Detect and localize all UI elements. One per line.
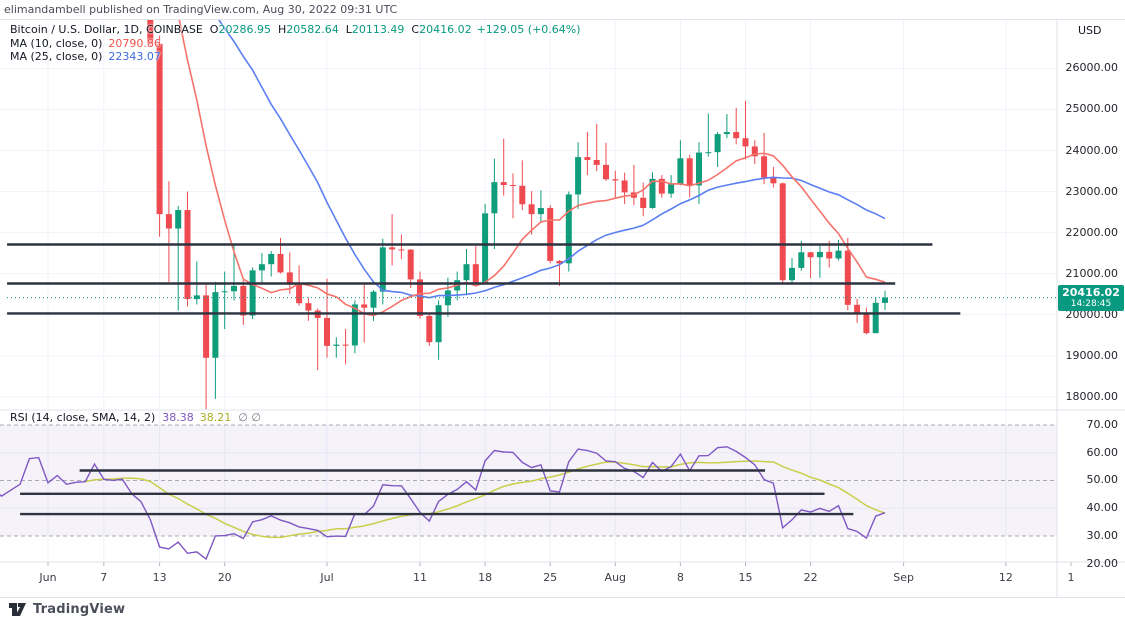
ma25-line[interactable] <box>57 0 886 299</box>
rsi-tick-label: 30.00 <box>1086 528 1119 542</box>
time-tick-label: 25 <box>543 571 558 584</box>
candlestick-series <box>147 20 888 409</box>
open-key: O <box>209 23 219 36</box>
close-key: C <box>411 23 420 36</box>
low-value: 20113.49 <box>351 23 405 36</box>
currency-label: USD <box>1078 24 1102 37</box>
rsi-legend-row[interactable]: RSI (14, close, SMA, 14, 2) 38.38 38.21 ∅ ∅ <box>10 411 261 424</box>
symbol-row[interactable]: Bitcoin / U.S. Dollar, 1D, COINBASE O2028… <box>10 23 581 37</box>
ma10-line[interactable] <box>0 0 886 317</box>
rsi-label: RSI (14, close, SMA, 14, 2) <box>10 411 156 424</box>
low-key: L <box>345 23 352 36</box>
tradingview-attribution[interactable]: TradingView <box>8 601 125 617</box>
price-tick-label: 23000.00 <box>1065 184 1119 198</box>
rsi-empty-values: ∅ ∅ <box>238 411 261 424</box>
close-value: 20416.02 <box>419 23 472 36</box>
time-tick-label: Sep <box>893 571 914 584</box>
tradingview-brand-text: TradingView <box>33 601 126 617</box>
price-tick-label: 18000.00 <box>1065 389 1119 403</box>
ma25-legend-row[interactable]: MA (25, close, 0) 22343.07 <box>10 50 581 64</box>
change-value: +129.05 (+0.64%) <box>476 23 581 36</box>
publish-text: elimandambell published on TradingView.c… <box>4 3 398 16</box>
rsi-tick-label: 70.00 <box>1086 418 1119 431</box>
rsi-tick-label: 50.00 <box>1086 473 1119 487</box>
time-tick-label: 1 <box>1067 571 1075 584</box>
ma10-legend-row[interactable]: MA (10, close, 0) 20790.86 <box>10 37 581 51</box>
price-tick-label: 21000.00 <box>1065 266 1119 280</box>
rsi-tick-label: 40.00 <box>1086 501 1119 515</box>
main-series-legend[interactable]: Bitcoin / U.S. Dollar, 1D, COINBASE O2028… <box>10 23 581 64</box>
time-tick-label: 15 <box>738 571 753 584</box>
current-price-badge: 20416.02 14:28:45 <box>1058 285 1124 311</box>
price-tick-label: 24000.00 <box>1065 143 1119 157</box>
publish-bar: elimandambell published on TradingView.c… <box>0 0 1125 19</box>
high-value: 20582.64 <box>286 23 339 36</box>
symbol-title[interactable]: Bitcoin / U.S. Dollar, 1D, COINBASE <box>10 23 203 36</box>
time-tick-label: 22 <box>803 571 818 584</box>
current-price: 20416.02 <box>1062 286 1120 299</box>
rsi-sma-value: 38.21 <box>199 411 232 424</box>
price-tick-label: 25000.00 <box>1065 102 1119 116</box>
high-key: H <box>277 23 287 36</box>
time-tick-label: 12 <box>998 571 1013 584</box>
price-gridlines <box>0 20 1057 409</box>
ma10-label: MA (10, close, 0) <box>10 36 103 50</box>
time-tick-label: 18 <box>478 571 493 584</box>
time-tick-label: 20 <box>217 571 232 584</box>
rsi-value: 38.38 <box>162 411 194 424</box>
rsi-tick-label: 60.00 <box>1086 445 1119 459</box>
rsi-tick-label: 20.00 <box>1086 556 1119 570</box>
open-value: 20286.95 <box>218 23 271 36</box>
time-tick-label: 13 <box>152 571 167 584</box>
ma25-value: 22343.07 <box>108 50 161 63</box>
rsi-line[interactable] <box>0 446 886 561</box>
price-tick-label: 22000.00 <box>1065 225 1119 239</box>
time-tick-label: Jul <box>320 571 334 584</box>
time-tick-label: Jun <box>39 571 57 584</box>
price-tick-label: 26000.00 <box>1065 61 1119 75</box>
rsi-pane[interactable] <box>0 411 1071 562</box>
price-tick-label: 19000.00 <box>1065 348 1119 362</box>
time-tick-label: Aug <box>604 571 627 584</box>
tradingview-logo-icon <box>9 602 26 616</box>
time-tick-label: 7 <box>100 571 108 584</box>
time-tick-label: 8 <box>676 571 684 584</box>
bar-countdown: 14:28:45 <box>1070 299 1112 309</box>
ma25-label: MA (25, close, 0) <box>10 50 103 63</box>
ma10-value: 20790.86 <box>108 36 161 50</box>
price-pane[interactable] <box>0 0 1071 413</box>
time-tick-label: 11 <box>413 571 427 584</box>
